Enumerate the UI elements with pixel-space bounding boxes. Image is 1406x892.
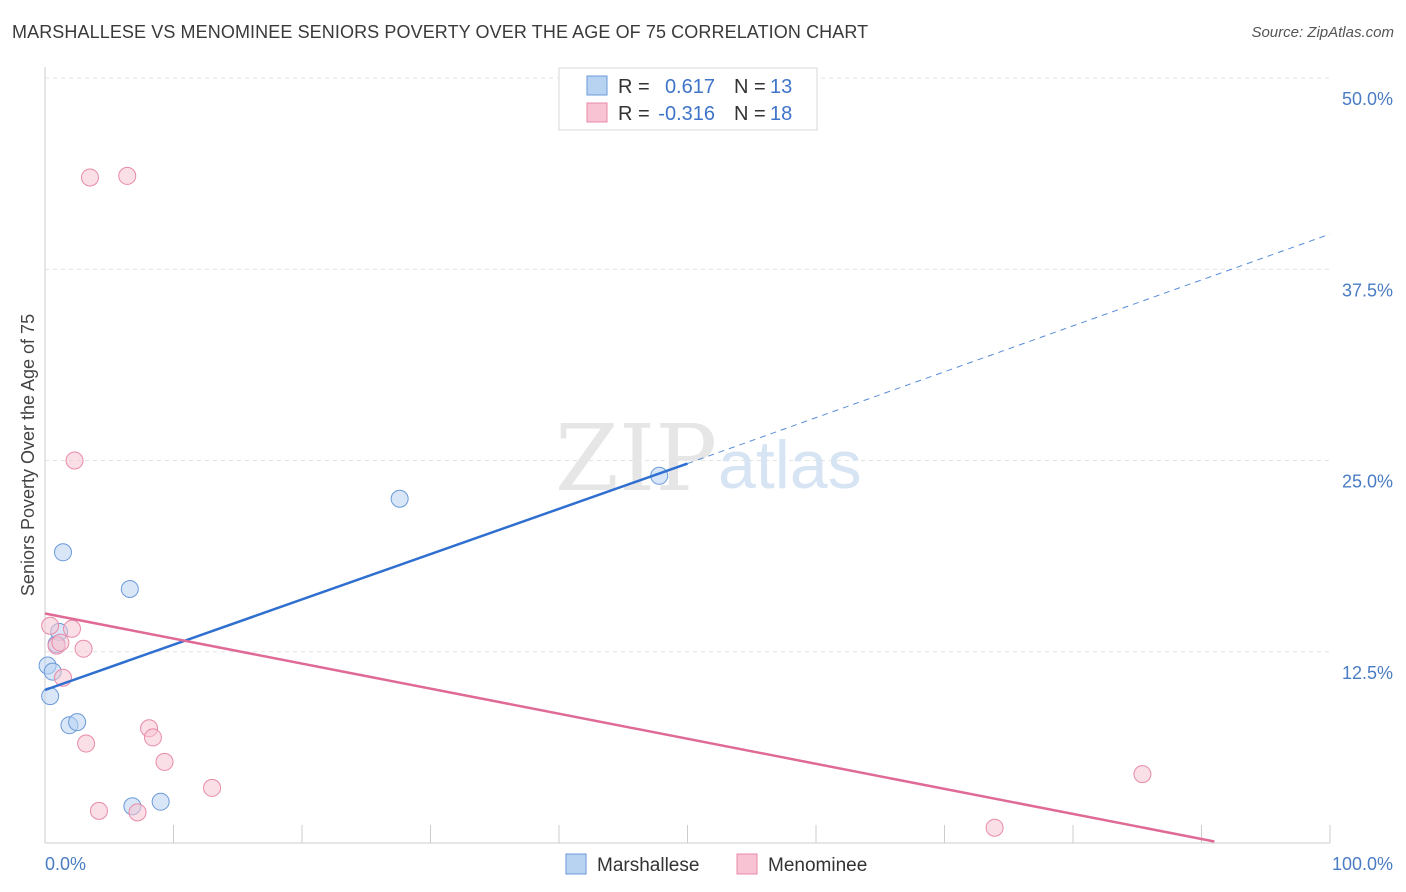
legend-swatch-menominee xyxy=(586,102,608,123)
bottom-legend-swatch-menominee xyxy=(736,853,758,875)
axis-layer: 12.5% 25.0% 37.5% 50.0% 0.0% 100.0% xyxy=(44,67,1393,874)
watermark: ZIP atlas xyxy=(555,405,862,512)
point-menominee-6 xyxy=(74,639,93,658)
trend-layer xyxy=(44,233,1331,843)
x-tick-label-1: 100.0% xyxy=(1332,854,1393,874)
point-marshallese-5 xyxy=(53,543,72,562)
legend-n-label-2: N = xyxy=(734,103,766,125)
trendline-marshallese-extension xyxy=(687,233,1331,465)
y-tick-label-0: 12.5% xyxy=(1342,663,1393,683)
point-menominee-8 xyxy=(80,168,99,187)
chart-title: MARSHALLESE VS MENOMINEE SENIORS POVERTY… xyxy=(12,22,869,42)
point-menominee-2 xyxy=(51,633,70,652)
legend-n-label-1: N = xyxy=(734,76,766,98)
legend-r-value-1: 0.617 xyxy=(665,76,715,98)
point-marshallese-8 xyxy=(120,580,139,599)
point-menominee-5 xyxy=(65,451,84,470)
trendline-menominee xyxy=(44,612,1215,843)
x-tick-label-0: 0.0% xyxy=(45,854,86,874)
point-menominee-11 xyxy=(128,803,147,822)
point-menominee-16 xyxy=(985,818,1004,837)
bottom-legend-label-menominee: Menominee xyxy=(768,855,867,876)
point-menominee-0 xyxy=(41,616,60,635)
y-tick-label-3: 50.0% xyxy=(1342,89,1393,109)
series-legend: Marshallese Menominee xyxy=(565,853,867,876)
y-axis-label: Seniors Poverty Over the Age of 75 xyxy=(18,314,38,596)
point-menominee-15 xyxy=(203,778,222,797)
trendline-marshallese xyxy=(44,462,688,692)
watermark-zip: ZIP xyxy=(555,405,717,512)
point-menominee-9 xyxy=(89,801,108,820)
point-menominee-13 xyxy=(143,728,162,747)
point-menominee-4 xyxy=(62,619,81,638)
y-tick-label-1: 25.0% xyxy=(1342,472,1393,492)
point-marshallese-11 xyxy=(390,489,409,508)
point-marshallese-7 xyxy=(68,713,87,732)
legend-r-value-2: -0.316 xyxy=(658,103,715,125)
bottom-legend-swatch-marshallese xyxy=(565,853,587,875)
legend-n-value-2: 18 xyxy=(770,103,792,125)
correlation-legend: R = 0.617 N = 13 R = -0.316 N = 18 xyxy=(558,67,818,131)
point-marshallese-1 xyxy=(41,687,60,706)
legend-r-label-1: R = xyxy=(618,76,650,98)
watermark-atlas: atlas xyxy=(718,427,862,503)
y-tick-label-2: 37.5% xyxy=(1342,280,1393,300)
point-menominee-17 xyxy=(1133,765,1152,784)
point-menominee-7 xyxy=(77,734,96,753)
source-credit: Source: ZipAtlas.com xyxy=(1251,24,1394,41)
point-marshallese-10 xyxy=(151,792,170,811)
grid-layer xyxy=(45,77,1330,653)
point-menominee-10 xyxy=(118,166,137,185)
bottom-legend-label-marshallese: Marshallese xyxy=(597,855,699,876)
legend-n-value-1: 13 xyxy=(770,76,792,98)
point-menominee-14 xyxy=(155,752,174,771)
legend-r-label-2: R = xyxy=(618,103,650,125)
legend-swatch-marshallese xyxy=(586,75,608,96)
points-layer xyxy=(38,166,1152,837)
